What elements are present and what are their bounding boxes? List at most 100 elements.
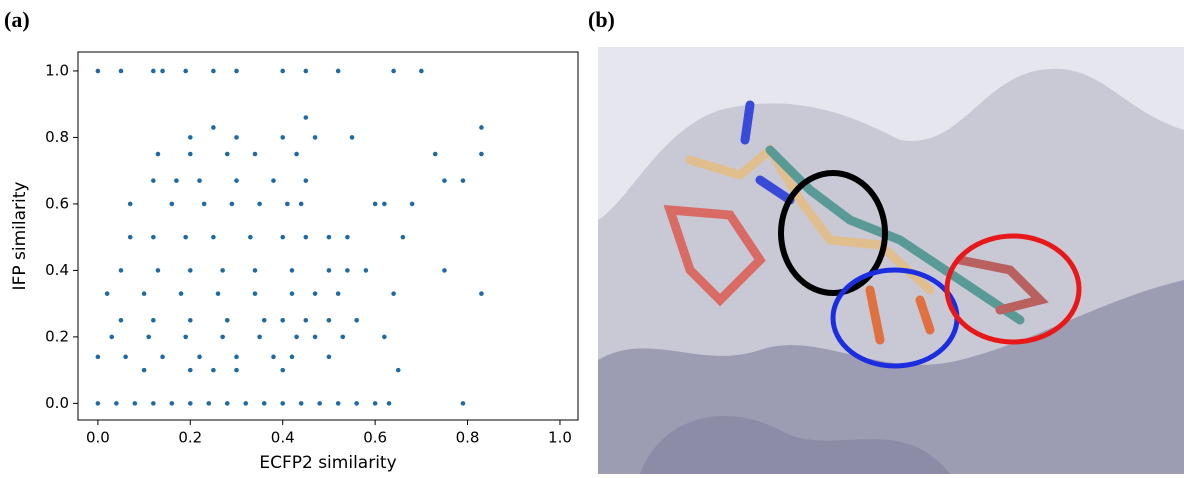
point bbox=[187, 135, 193, 140]
point bbox=[234, 68, 239, 74]
point bbox=[442, 268, 447, 273]
point bbox=[95, 354, 101, 360]
point bbox=[382, 334, 387, 340]
point bbox=[479, 151, 484, 157]
point bbox=[372, 401, 378, 406]
point bbox=[211, 68, 216, 74]
point bbox=[206, 401, 212, 406]
panel-label: (a) bbox=[4, 7, 30, 32]
point bbox=[395, 367, 401, 373]
point bbox=[280, 401, 286, 406]
point bbox=[280, 234, 286, 240]
point bbox=[220, 268, 225, 273]
point bbox=[335, 291, 341, 296]
point bbox=[326, 317, 332, 323]
point bbox=[460, 178, 466, 183]
point bbox=[345, 234, 350, 240]
point bbox=[261, 401, 267, 406]
point bbox=[197, 354, 202, 360]
point bbox=[252, 268, 258, 273]
point bbox=[160, 354, 165, 360]
point bbox=[229, 201, 235, 207]
point bbox=[261, 317, 267, 323]
point bbox=[432, 151, 438, 157]
point bbox=[224, 317, 230, 323]
point bbox=[280, 367, 286, 373]
point bbox=[271, 354, 276, 360]
point bbox=[312, 135, 318, 140]
point bbox=[234, 178, 239, 183]
point bbox=[187, 317, 193, 323]
point bbox=[317, 401, 322, 406]
point bbox=[280, 317, 286, 323]
point bbox=[354, 401, 359, 406]
point bbox=[303, 178, 309, 183]
point bbox=[183, 234, 188, 240]
point bbox=[294, 334, 299, 340]
point bbox=[298, 401, 304, 406]
point bbox=[151, 317, 156, 323]
point bbox=[285, 201, 290, 207]
point bbox=[151, 401, 156, 406]
point bbox=[419, 68, 424, 74]
point bbox=[187, 401, 193, 406]
point bbox=[382, 201, 387, 207]
point bbox=[479, 125, 484, 130]
point bbox=[114, 401, 119, 406]
point bbox=[118, 268, 124, 273]
point bbox=[151, 234, 156, 240]
panel-label: (b) bbox=[588, 7, 615, 32]
point bbox=[479, 291, 484, 296]
point bbox=[460, 401, 466, 406]
point bbox=[211, 234, 216, 240]
point bbox=[224, 401, 230, 406]
point bbox=[391, 291, 396, 296]
point bbox=[354, 317, 359, 323]
point bbox=[326, 354, 332, 360]
point bbox=[183, 334, 188, 340]
point bbox=[187, 367, 193, 373]
point bbox=[215, 291, 221, 296]
point bbox=[345, 268, 350, 273]
point bbox=[151, 68, 156, 74]
point bbox=[220, 334, 225, 340]
point bbox=[340, 334, 346, 340]
point bbox=[197, 178, 202, 183]
protein-image bbox=[598, 47, 1184, 474]
point bbox=[391, 68, 396, 74]
point bbox=[95, 68, 101, 74]
point bbox=[289, 268, 295, 273]
point bbox=[234, 135, 239, 140]
point bbox=[201, 201, 207, 207]
point bbox=[335, 68, 341, 74]
point bbox=[252, 291, 258, 296]
point bbox=[187, 268, 193, 273]
point bbox=[303, 115, 309, 120]
point bbox=[160, 68, 165, 74]
x-tick-label: 0.4 bbox=[271, 429, 295, 447]
point bbox=[118, 68, 124, 74]
point bbox=[243, 401, 249, 406]
point bbox=[271, 178, 276, 183]
point bbox=[187, 151, 193, 157]
point bbox=[303, 234, 309, 240]
x-tick-label: 1.0 bbox=[548, 429, 572, 447]
y-tick-label: 0.6 bbox=[45, 194, 69, 212]
point bbox=[289, 354, 295, 360]
point bbox=[146, 334, 152, 340]
point bbox=[141, 367, 147, 373]
y-tick-label: 0.4 bbox=[45, 261, 69, 279]
x-tick-label: 0.6 bbox=[363, 429, 387, 447]
point bbox=[386, 401, 392, 406]
point bbox=[169, 401, 175, 406]
point bbox=[211, 367, 216, 373]
point bbox=[109, 334, 115, 340]
point bbox=[183, 68, 188, 74]
point bbox=[409, 201, 415, 207]
point bbox=[326, 234, 332, 240]
point bbox=[104, 291, 110, 296]
x-tick-label: 0.0 bbox=[86, 429, 110, 447]
point bbox=[174, 178, 179, 183]
point bbox=[280, 135, 286, 140]
